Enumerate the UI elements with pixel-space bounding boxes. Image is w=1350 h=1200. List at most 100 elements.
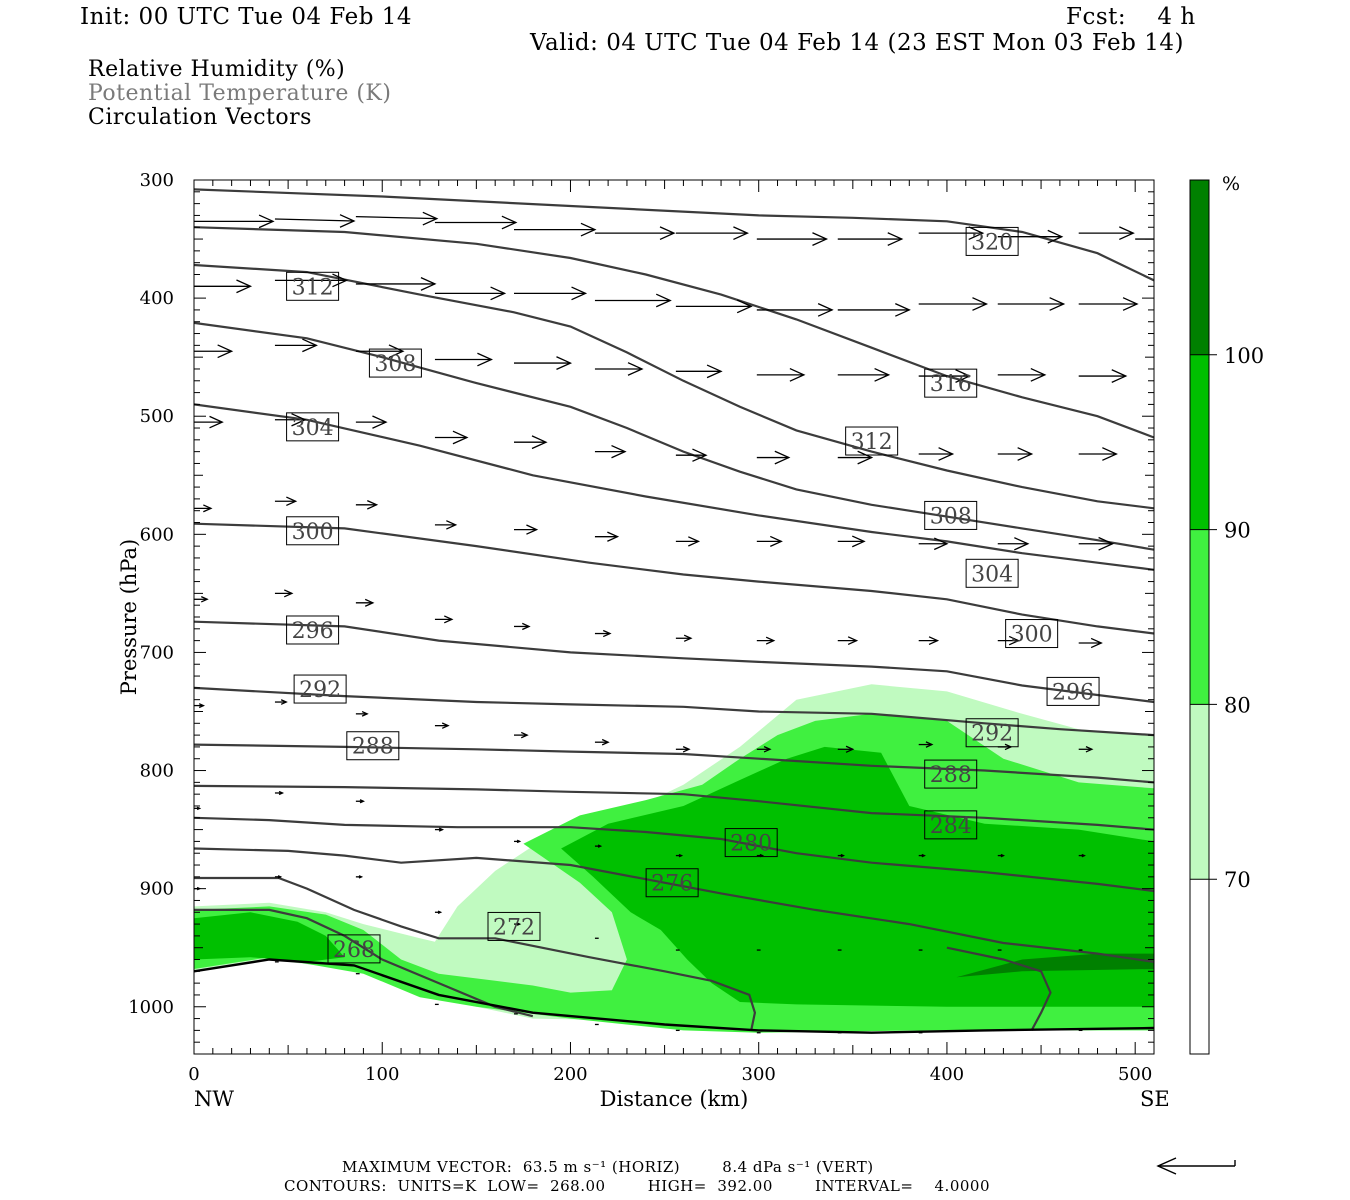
y-tick-label: 300 [140,170,174,191]
circulation-vector [514,922,522,926]
vector-head [1081,853,1086,858]
theta-label-308: 308 [368,348,422,378]
theta-label-268: 268 [327,934,381,964]
vector-head [1047,229,1064,244]
theta-label-text: 300 [292,520,334,545]
vector-head [372,415,388,429]
vector-head [1098,536,1115,551]
theta-line-0 [946,946,1052,1031]
max-vector-info: MAXIMUM VECTOR: 63.5 m s⁻¹ (HORIZ) 8.4 d… [342,1158,874,1176]
theta-label-text: 288 [352,735,394,760]
circulation-vector [274,699,288,705]
circulation-vector [997,447,1034,461]
forecast-hour: Fcst: 4 h [1066,4,1196,30]
vector-head [627,362,644,376]
circulation-vector [756,303,834,317]
circulation-vector [1078,369,1128,383]
circulation-vector [675,226,749,241]
theta-label-box [965,558,1019,588]
theta-label-300: 300 [286,516,340,546]
theta-label-text: 268 [333,938,375,963]
vector-shaft [274,218,355,222]
circulation-vector [756,746,772,753]
circulation-vector [918,741,934,748]
vector-head [388,344,405,359]
circulation-vector [997,853,1005,858]
vector-head [236,279,253,294]
vector-head [921,853,926,858]
theta-label-296: 296 [286,615,340,645]
circulation-vector [514,286,588,301]
circulation-vector [194,504,213,513]
circulation-vectors [194,211,1154,1034]
vector-head [203,504,213,513]
theta-label-304: 304 [965,558,1019,588]
circulation-vector [837,535,866,548]
theta-label-box [286,615,340,645]
x-tick-label: 300 [742,1064,776,1085]
vector-head [1119,226,1135,241]
theta-label-284: 284 [924,810,978,840]
theta-label-box [924,759,978,789]
x-tick-label: 200 [553,1064,587,1085]
colorbar-segment [1190,879,1209,1054]
vector-head [531,435,548,450]
vector-head [789,367,806,382]
circulation-vector [675,299,753,314]
circulation-vector [434,430,469,445]
vector-head [955,369,972,383]
vector-head [277,875,283,879]
theta-line-308 [194,321,1154,551]
vector-head [1017,447,1034,461]
theta-label-box [327,934,381,964]
theta-label-288: 288 [346,731,400,761]
terrain-line [194,958,1154,1034]
theta-line-272 [194,876,757,1031]
circulation-vector [997,367,1047,382]
circulation-vector [355,875,364,879]
circulation-vector [918,636,940,646]
contour-labels: 320 316 312 312 308 308 304 304 300 300 296 296 292 2… [286,226,1100,964]
vector-head [1049,297,1066,311]
circulation-vector [675,364,723,379]
theta-label-box [286,412,340,442]
theta-line-320 [194,188,1154,282]
vector-head [1030,367,1047,382]
vector-head [706,364,723,379]
circulation-vector [594,226,676,241]
vector-head [857,450,874,465]
vector-head [655,293,672,308]
theta-line-316 [194,226,1154,439]
vector-head [516,839,522,844]
vector-head [602,629,612,638]
circulation-vector [434,827,445,832]
circulation-vector [837,303,911,317]
vector-head [280,699,288,705]
theta-line-292 [194,686,1154,737]
vector-head [1111,369,1128,383]
theta-label-text: 300 [1011,623,1053,648]
circulation-vector [918,447,955,461]
theta-label-296: 296 [1046,676,1100,706]
theta-label-box [286,516,340,546]
colorbar-segment [1190,704,1209,880]
vector-head [874,367,891,382]
vector-shaft [355,215,437,220]
circulation-vector [594,844,603,848]
vector-head [1102,447,1118,461]
theta-label-312: 312 [286,271,340,301]
circulation-vector [434,615,454,624]
colorbar-frame [1189,179,1210,1055]
circulation-vector [918,369,972,383]
circulation-vector [194,806,202,811]
theta-label-text: 296 [1052,680,1094,705]
colorbar-label: 90 [1224,519,1251,543]
circulation-vector [756,367,806,382]
circulation-vector [514,356,573,370]
circulation-vector [194,415,224,429]
vector-head [1090,637,1103,649]
circulation-vector [194,279,253,294]
vector-head [367,500,379,510]
theta-label-box [924,368,978,398]
theta-label-text: 312 [851,430,893,455]
